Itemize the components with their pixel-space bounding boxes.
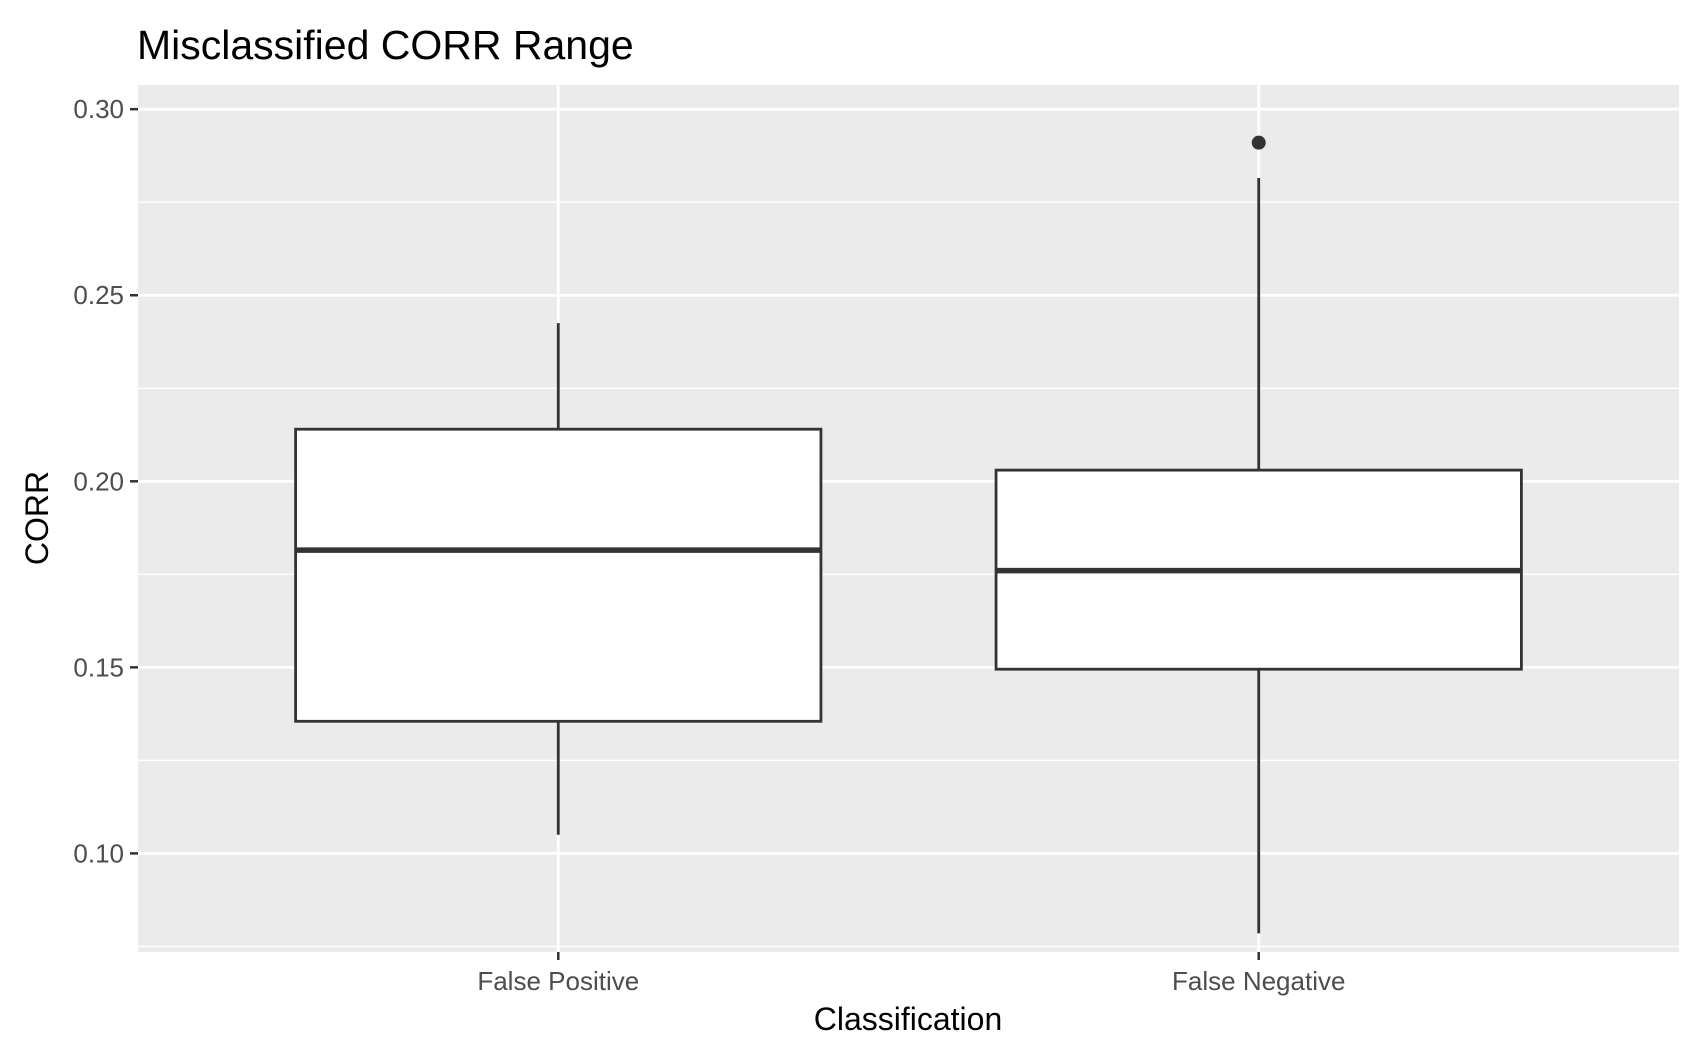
box-group	[994, 135, 1523, 934]
y-axis: 0.10 0.15 0.20 0.25 0.30	[73, 94, 138, 868]
y-tick-label: 0.20	[73, 466, 124, 496]
outlier-point	[1251, 135, 1266, 150]
x-axis: False Positive False Negative	[477, 952, 1345, 996]
y-tick-label: 0.10	[73, 838, 124, 868]
chart-title: Misclassified CORR Range	[137, 22, 634, 68]
box-iqr	[294, 427, 823, 723]
y-tick-label: 0.25	[73, 280, 124, 310]
x-tick-label: False Positive	[477, 966, 639, 996]
y-tick-label: 0.15	[73, 652, 124, 682]
x-axis-title: Classification	[814, 1001, 1003, 1037]
boxes-layer	[294, 135, 1523, 934]
y-axis-title: CORR	[19, 471, 55, 565]
y-tick-label: 0.30	[73, 94, 124, 124]
box-group	[294, 323, 823, 835]
x-tick-label: False Negative	[1172, 966, 1345, 996]
